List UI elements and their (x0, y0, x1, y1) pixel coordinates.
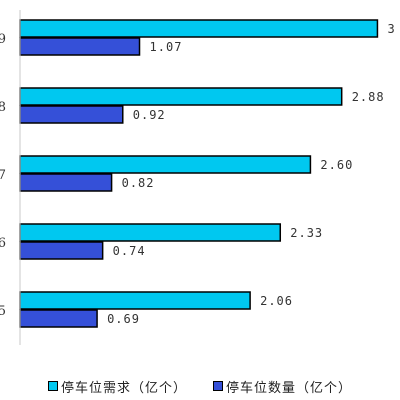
legend-label-supply: 停车位数量（亿个） (226, 380, 353, 396)
legend-swatch-demand (47, 381, 58, 391)
value-label-series0-8: 2.88 (352, 90, 385, 104)
bar-series1-5 (19, 309, 98, 328)
category-labels: 5 6 7 8 9 (0, 32, 6, 319)
legend-item-supply: 停车位数量（亿个） (213, 377, 352, 396)
category-label-8: 8 (0, 100, 6, 115)
bar-series1-6 (19, 241, 104, 260)
bars (19, 19, 379, 328)
value-labels: 2.06 0.69 2.33 0.74 2.60 0.82 2.88 0.92 3 1.07 (107, 22, 395, 326)
value-label-series1-8: 0.92 (133, 108, 166, 122)
bar-series0-8 (19, 87, 343, 106)
value-label-series1-7: 0.82 (122, 176, 155, 190)
value-label-series1-6: 0.74 (113, 244, 146, 258)
value-label-series0-7: 2.60 (320, 158, 353, 172)
bar-series0-9 (19, 19, 379, 38)
value-label-series1-9: 1.07 (150, 40, 183, 54)
value-label-series0-5: 2.06 (260, 294, 293, 308)
legend-swatch-supply (213, 381, 223, 391)
bar-series1-7 (19, 173, 113, 192)
value-label-series0-9: 3 (387, 22, 395, 36)
category-label-9: 9 (0, 32, 6, 47)
legend-item-demand: 停车位需求（亿个） (47, 377, 187, 396)
category-label-6: 6 (0, 236, 6, 251)
bar-series1-9 (19, 37, 141, 56)
bar-series0-7 (19, 155, 312, 174)
legend-label-demand: 停车位需求（亿个） (60, 380, 187, 396)
bar-series0-5 (19, 291, 251, 310)
category-label-7: 7 (0, 168, 6, 183)
bar-series1-8 (19, 105, 124, 124)
legend: 停车位需求（亿个） 停车位数量（亿个） (0, 376, 400, 396)
value-label-series0-6: 2.33 (290, 226, 323, 240)
bar-series0-6 (19, 223, 282, 242)
value-label-series1-5: 0.69 (107, 312, 140, 326)
category-label-5: 5 (0, 304, 6, 319)
